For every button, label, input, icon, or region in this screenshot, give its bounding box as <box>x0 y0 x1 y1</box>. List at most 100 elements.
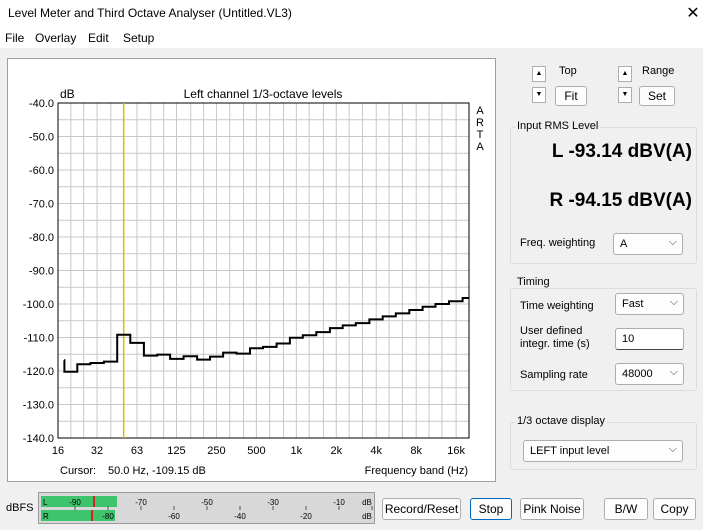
top-down-button[interactable]: ▼ <box>532 87 546 103</box>
arta-letter: A <box>476 141 484 153</box>
cursor-label: Cursor: <box>60 465 96 477</box>
plot-title: Left channel 1/3-octave levels <box>184 87 343 101</box>
y-tick-label: -100.0 <box>23 299 54 311</box>
sampling-rate-value: 48000 <box>622 368 653 380</box>
dbfs-label: dBFS <box>6 502 34 514</box>
channel-l-label: L <box>43 498 48 507</box>
title-bar <box>0 0 703 28</box>
window-title: Level Meter and Third Octave Analyser (U… <box>8 6 292 20</box>
plot-grid <box>57 102 470 439</box>
sampling-rate-select[interactable]: 48000 ⌵ <box>615 363 684 385</box>
chevron-down-icon: ⌵ <box>669 366 678 378</box>
left-level-bar <box>41 496 117 507</box>
user-time-label-line1: User defined <box>520 325 583 337</box>
time-weighting-label: Time weighting <box>520 300 594 312</box>
fit-button[interactable]: Fit <box>555 86 587 106</box>
y-tick-label: -50.0 <box>29 132 54 144</box>
right-level-bar <box>41 510 115 521</box>
cursor-readout: 50.0 Hz, -109.15 dB <box>108 465 206 477</box>
freq-weighting-value: A <box>620 238 628 250</box>
top-up-button[interactable]: ▲ <box>532 66 546 82</box>
meter-scale: -90 -70 -50 -30 -10 dB -80 -60 -40 -20 dB <box>69 498 406 521</box>
top-label: Top <box>559 65 577 77</box>
plot-frame <box>57 102 470 439</box>
meter-scale-label: -60 <box>168 512 180 521</box>
timing-group <box>510 288 697 391</box>
meter-scale-label: dB <box>362 498 372 507</box>
x-tick-label: 4k <box>370 445 382 457</box>
integration-time-input[interactable]: 10 <box>615 328 684 350</box>
freq-weighting-select[interactable]: A ⌵ <box>613 233 683 255</box>
octave-display-value: LEFT input level <box>530 445 610 457</box>
spectrum-plot[interactable]: dB Left channel 1/3-octave levels -40.0-… <box>8 59 495 481</box>
left-peak-marker <box>93 496 95 507</box>
meter-scale-label: -90 <box>69 498 81 507</box>
x-tick-label: 16 <box>52 445 64 457</box>
range-label: Range <box>642 65 675 77</box>
sampling-rate-label: Sampling rate <box>520 369 588 381</box>
meter-scale-label: -80 <box>102 512 114 521</box>
x-tick-label: 63 <box>131 445 143 457</box>
range-down-button[interactable]: ▼ <box>618 87 632 103</box>
timing-group-label: Timing <box>515 276 552 288</box>
bw-button[interactable]: B/W <box>604 498 648 520</box>
meter-scale-label: -50 <box>201 498 213 507</box>
y-tick-label: -120.0 <box>23 366 54 378</box>
unit-label: dB <box>60 87 75 101</box>
menu-file[interactable]: File <box>5 31 25 45</box>
time-weighting-value: Fast <box>622 298 644 310</box>
plot-ticks: -40.0 -50.0 -60.0 -70.0 -80.0 -90.0 -100.0 -110… <box>23 98 466 457</box>
arta-letter: T <box>477 129 484 141</box>
channel-r-label: R <box>43 512 49 521</box>
menu-edit[interactable]: Edit <box>88 31 109 45</box>
pink-noise-button[interactable]: Pink Noise <box>520 498 584 520</box>
stop-button[interactable]: Stop <box>470 498 512 520</box>
copy-button[interactable]: Copy <box>653 498 696 520</box>
x-axis-label: Frequency band (Hz) <box>365 465 468 477</box>
level-meter: L R -90 -70 -50 -30 -10 dB -80 -60 -40 -20 dB <box>38 492 406 524</box>
y-tick-label: -140.0 <box>23 433 54 445</box>
y-tick-label: -60.0 <box>29 165 54 177</box>
x-tick-label: 500 <box>247 445 265 457</box>
level-meter-bars: L R -90 -70 -50 -30 -10 dB -80 -60 -40 -20 dB <box>41 496 406 521</box>
meter-scale-label: -10 <box>333 498 345 507</box>
octave-display-select[interactable]: LEFT input level ⌵ <box>523 440 683 462</box>
y-tick-label: -130.0 <box>23 400 54 412</box>
meter-scale-label: -30 <box>267 498 279 507</box>
chevron-down-icon: ⌵ <box>668 236 677 248</box>
chevron-down-icon: ⌵ <box>669 296 678 308</box>
range-up-button[interactable]: ▲ <box>618 66 632 82</box>
meter-scale-label: dB <box>362 512 372 521</box>
arta-letter: A <box>476 105 484 117</box>
meter-scale-label: -20 <box>300 512 312 521</box>
x-tick-label: 8k <box>410 445 422 457</box>
arta-letter: R <box>476 117 484 129</box>
octave-display-label: 1/3 octave display <box>515 415 608 427</box>
menu-overlay[interactable]: Overlay <box>35 31 77 45</box>
y-tick-label: -40.0 <box>29 98 54 110</box>
x-tick-label: 125 <box>167 445 185 457</box>
x-tick-label: 250 <box>207 445 225 457</box>
close-icon[interactable]: ✕ <box>686 5 700 22</box>
y-tick-label: -80.0 <box>29 232 54 244</box>
user-time-label-line2: integr. time (s) <box>520 338 590 350</box>
time-weighting-select[interactable]: Fast ⌵ <box>615 293 684 315</box>
right-peak-marker <box>91 510 93 521</box>
set-button[interactable]: Set <box>639 86 675 106</box>
chevron-down-icon: ⌵ <box>668 443 677 455</box>
x-tick-label: 16k <box>447 445 465 457</box>
rms-group-label: Input RMS Level <box>515 120 601 132</box>
x-tick-label: 2k <box>330 445 342 457</box>
y-tick-label: -70.0 <box>29 199 54 211</box>
meter-scale-label: -70 <box>135 498 147 507</box>
freq-weighting-label: Freq. weighting <box>520 237 596 249</box>
right-rms-reading: R -94.15 dBV(A) <box>549 190 692 211</box>
menu-setup[interactable]: Setup <box>123 31 155 45</box>
level-trace <box>63 297 469 373</box>
y-tick-label: -110.0 <box>24 333 54 345</box>
menu-bar: File Overlay Edit Setup <box>0 28 703 48</box>
left-rms-reading: L -93.14 dBV(A) <box>551 141 692 162</box>
record-reset-button[interactable]: Record/Reset <box>382 498 461 520</box>
y-tick-label: -90.0 <box>29 266 54 278</box>
plot-panel[interactable]: dB Left channel 1/3-octave levels -40.0-… <box>7 58 496 482</box>
